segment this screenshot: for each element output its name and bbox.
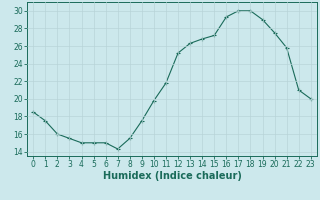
X-axis label: Humidex (Indice chaleur): Humidex (Indice chaleur) — [103, 171, 241, 181]
